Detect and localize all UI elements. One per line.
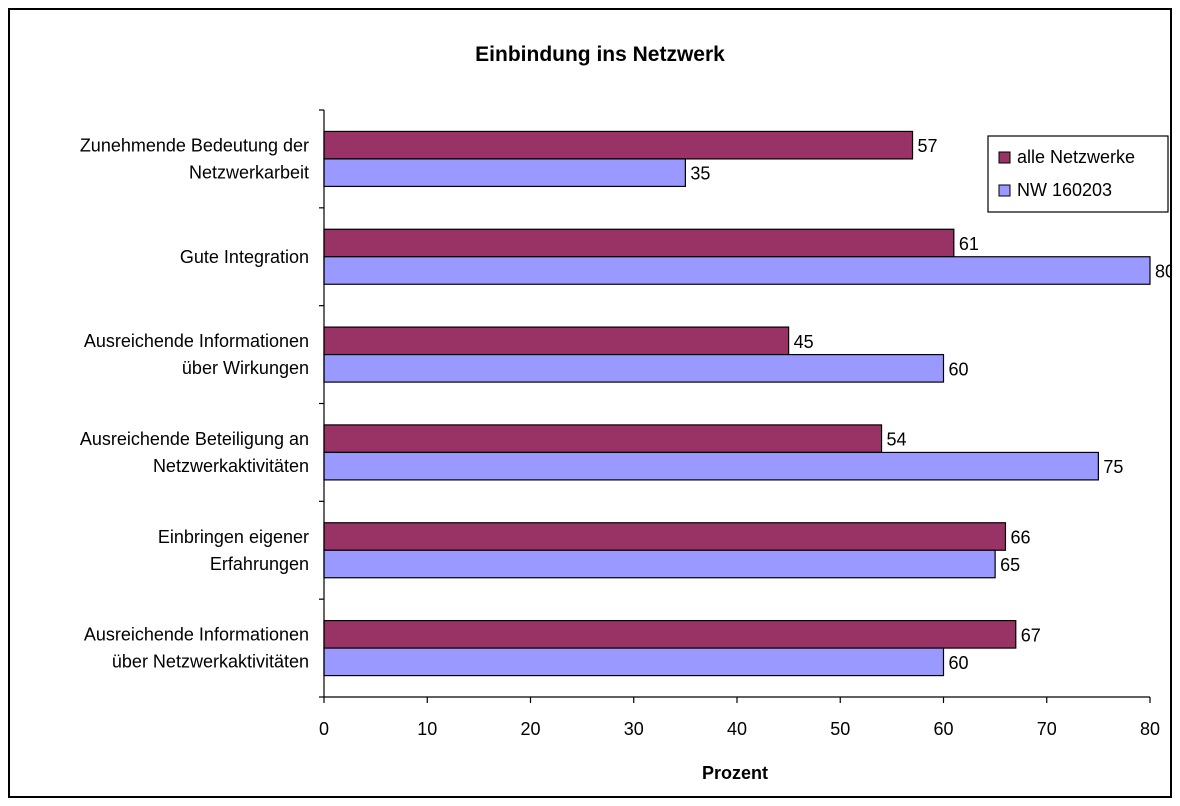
category-label: Netzwerkarbeit: [189, 162, 309, 182]
bar-series-2: [323, 647, 945, 677]
data-label: 65: [1000, 555, 1020, 575]
bar-series-1: [323, 326, 790, 356]
chart-frame: Einbindung ins Netzwerk Zunehmende Bedeu…: [8, 8, 1172, 798]
category-label: Ausreichende Informationen: [84, 331, 309, 351]
category-label: Einbringen eigener: [158, 527, 309, 547]
data-label: 35: [690, 164, 710, 184]
data-label: 60: [949, 359, 969, 379]
legend-label: alle Netzwerke: [1017, 147, 1135, 167]
bar-series-1: [323, 522, 1007, 551]
bar-series-2: [323, 451, 1099, 481]
legend: alle Netzwerke NW 160203: [987, 135, 1169, 213]
x-tick-label: 60: [933, 719, 953, 739]
data-label: 80: [1155, 262, 1170, 282]
data-label: 54: [887, 430, 907, 450]
bar-series-1: [323, 424, 883, 454]
category-label: Zunehmende Bedeutung der: [80, 135, 309, 155]
legend-label: NW 160203: [1017, 180, 1112, 200]
bar-series-2: [323, 158, 686, 188]
bar-series-2: [323, 256, 1151, 285]
bar-series-1: [323, 130, 914, 160]
bar-series-1: [323, 228, 955, 258]
data-label: 45: [794, 332, 814, 352]
category-label: Ausreichende Informationen: [84, 625, 309, 645]
plot-area: Zunehmende Bedeutung der Netzwerkarbeit 57…: [80, 109, 1170, 739]
data-label: 67: [1021, 625, 1041, 645]
legend-box: [987, 135, 1169, 213]
data-label: 75: [1103, 457, 1123, 477]
data-label: 57: [918, 136, 938, 156]
bar-series-2: [323, 353, 945, 383]
legend-swatch: [998, 151, 1011, 164]
category-label: über Wirkungen: [182, 358, 309, 378]
data-label: 61: [959, 234, 979, 254]
x-tick-label: 50: [830, 719, 850, 739]
x-tick-label: 80: [1140, 719, 1160, 739]
bar-series-1: [323, 619, 1017, 649]
x-axis-title: Prozent: [702, 763, 768, 783]
category-label: Gute Integration: [180, 247, 309, 267]
category-label: Ausreichende Beteiligung an: [80, 429, 309, 449]
bar-chart: Einbindung ins Netzwerk Zunehmende Bedeu…: [80, 43, 1170, 783]
x-tick-label: 40: [727, 719, 747, 739]
bar-series-2: [323, 549, 996, 579]
x-tick-label: 20: [520, 719, 540, 739]
data-label: 66: [1010, 528, 1030, 548]
category-label: Netzwerkaktivitäten: [153, 456, 309, 476]
legend-swatch: [998, 184, 1011, 197]
x-tick-label: 0: [319, 719, 329, 739]
category-label: über Netzwerkaktivitäten: [112, 652, 309, 672]
x-tick-label: 70: [1037, 719, 1057, 739]
chart-title: Einbindung ins Netzwerk: [475, 43, 725, 66]
x-tick-label: 10: [417, 719, 437, 739]
data-label: 60: [949, 653, 969, 673]
x-tick-label: 30: [624, 719, 644, 739]
category-label: Erfahrungen: [210, 554, 309, 574]
